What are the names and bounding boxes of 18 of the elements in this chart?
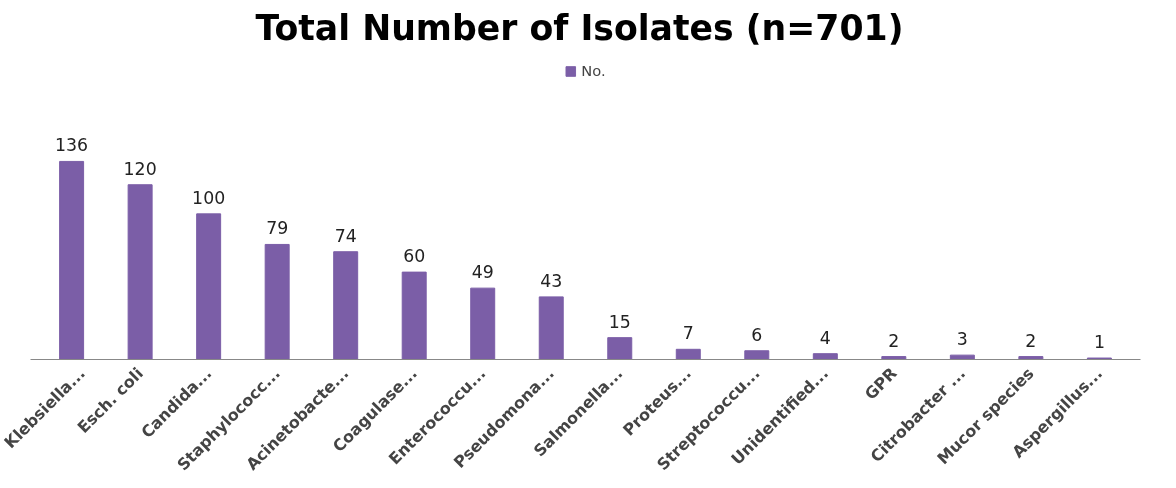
data-label: 74 <box>334 225 357 246</box>
data-label: 2 <box>888 330 900 351</box>
data-label: 60 <box>403 246 426 267</box>
data-label: 136 <box>55 135 89 156</box>
data-label: 1 <box>1093 332 1105 353</box>
data-label: 100 <box>192 187 226 208</box>
data-label: 120 <box>123 158 157 179</box>
data-label: 79 <box>266 218 289 239</box>
data-label: 49 <box>471 262 494 283</box>
data-label: 6 <box>751 324 763 345</box>
data-label: 7 <box>682 323 694 344</box>
data-label: 15 <box>608 311 631 332</box>
data-label: 43 <box>540 270 563 291</box>
chart-title: Total Number of Isolates (n=701) <box>255 7 904 48</box>
data-label: 4 <box>819 327 831 348</box>
legend-label: No. <box>581 62 606 79</box>
data-label: 3 <box>956 329 968 350</box>
data-label: 2 <box>1025 330 1037 351</box>
